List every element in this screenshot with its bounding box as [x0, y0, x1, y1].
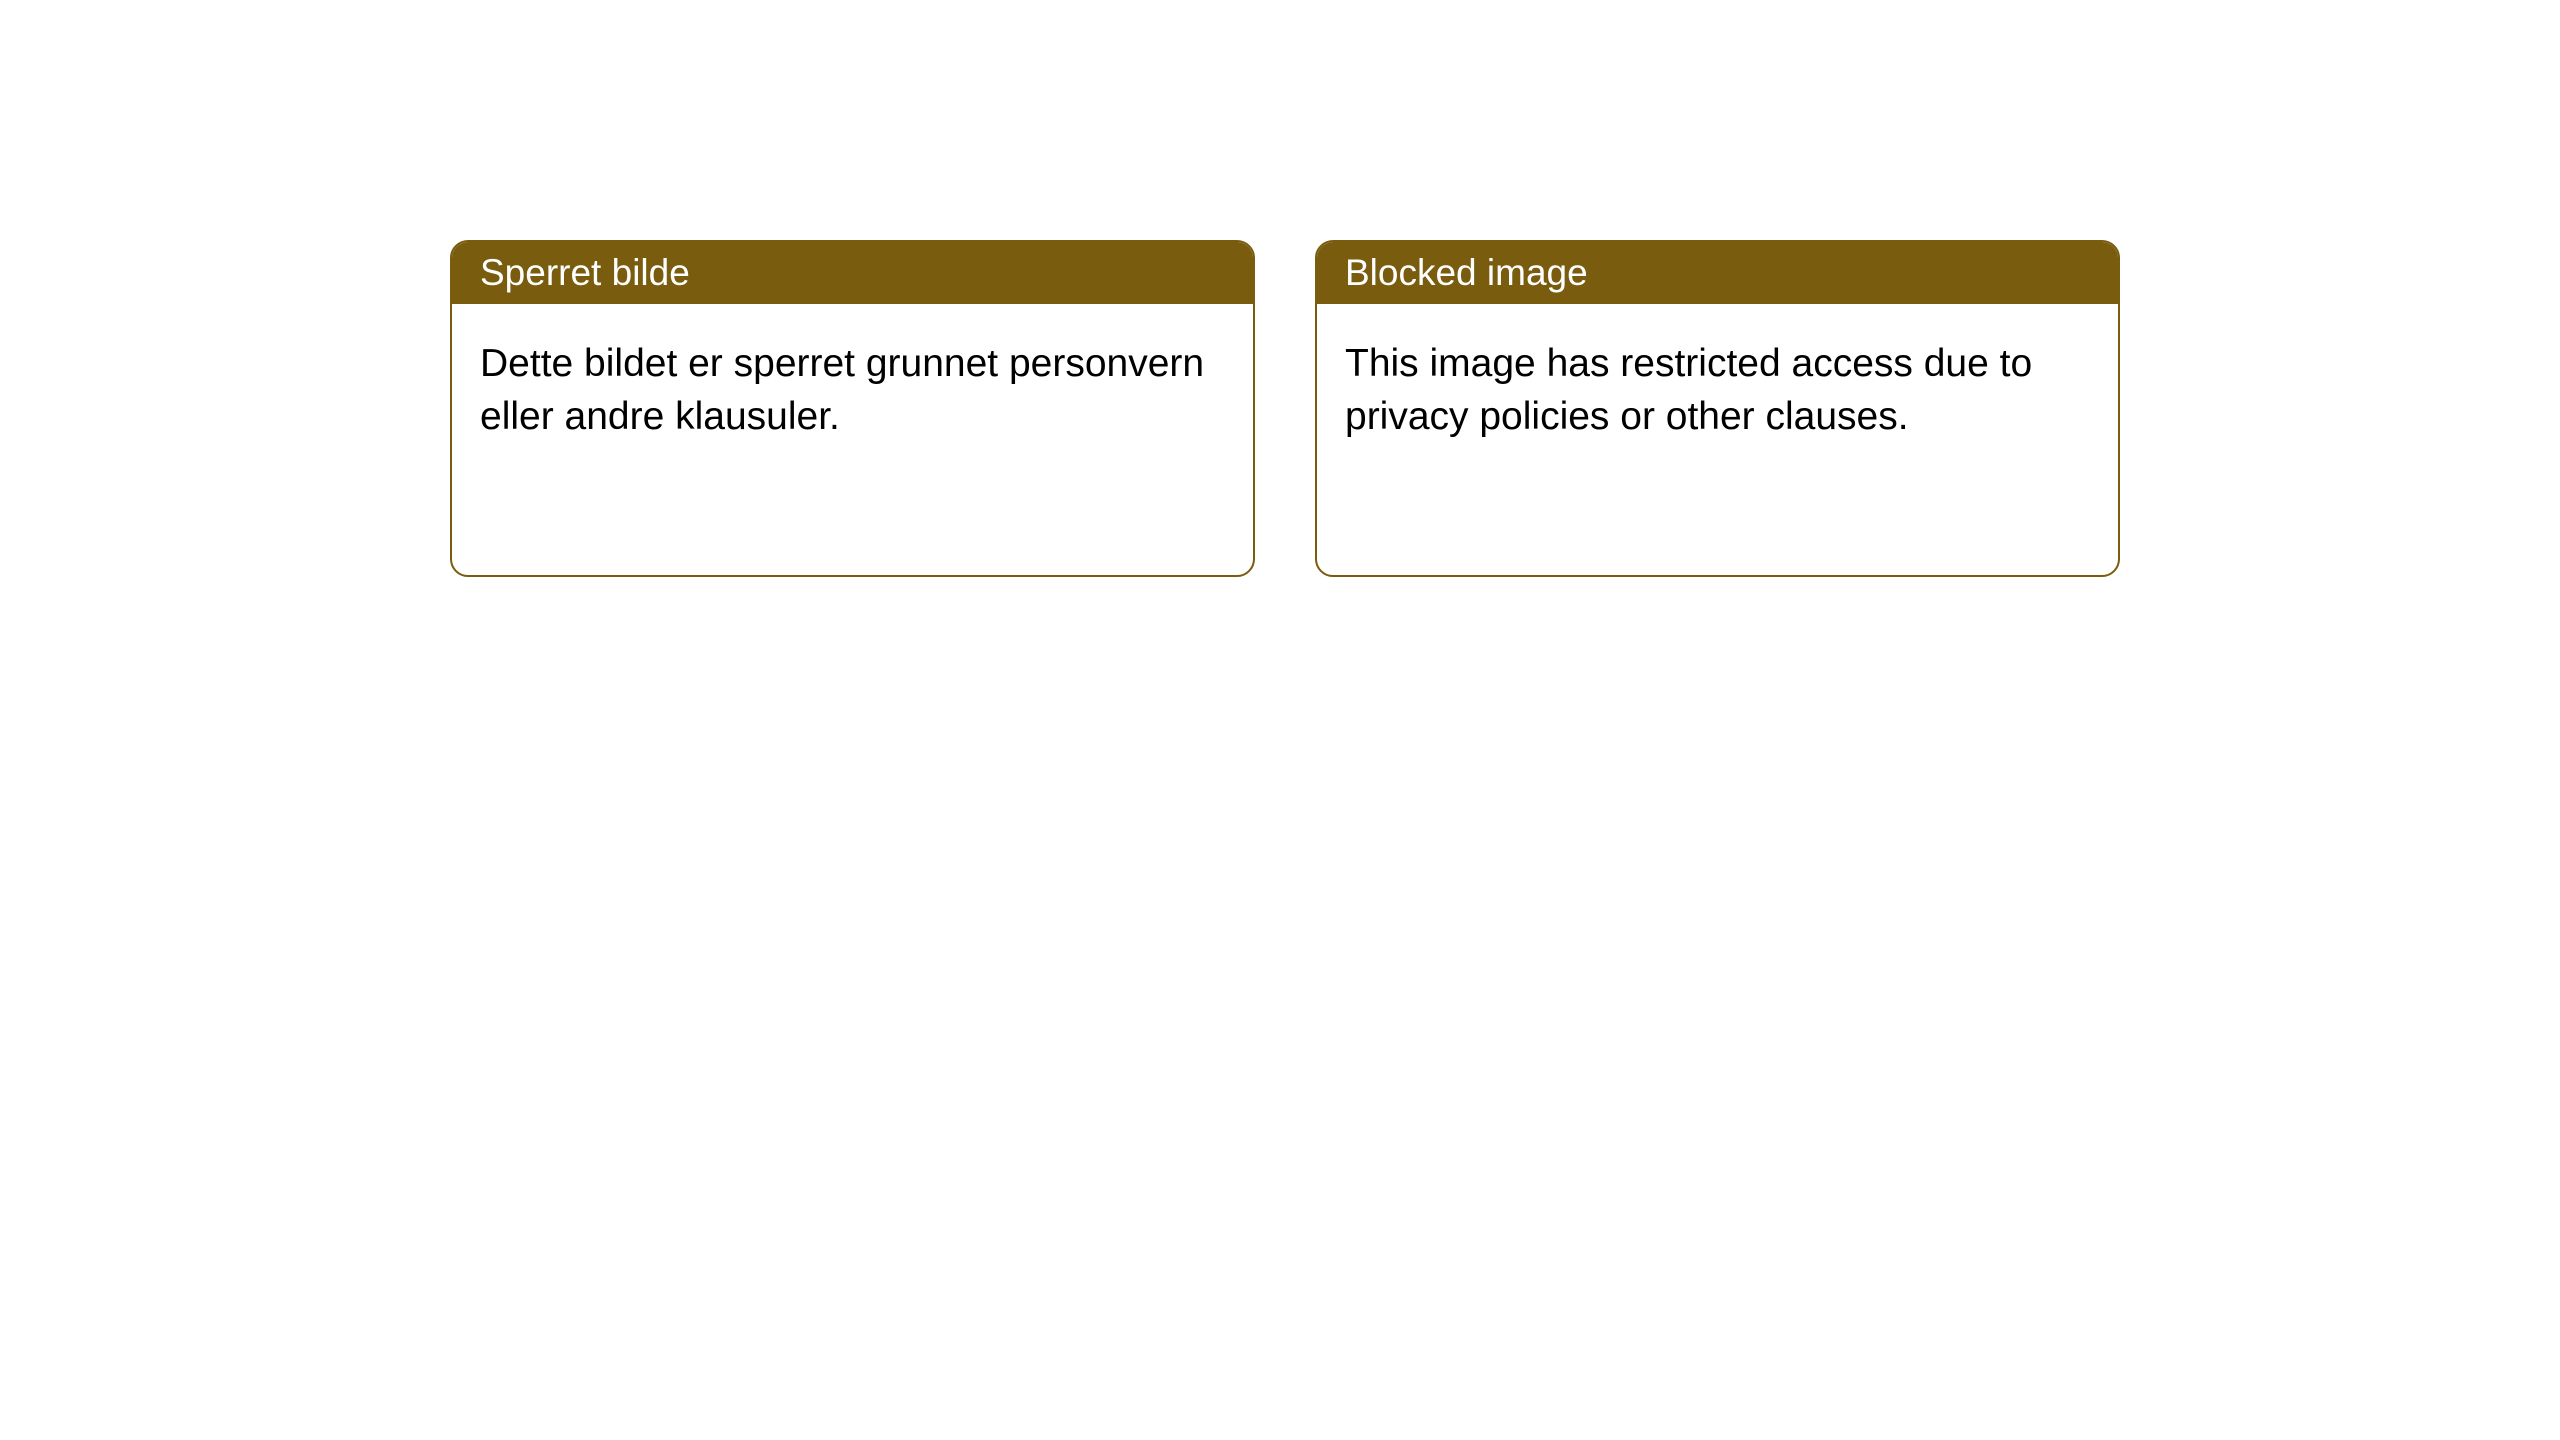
notice-container: Sperret bilde Dette bildet er sperret gr…	[0, 0, 2560, 577]
notice-card-en: Blocked image This image has restricted …	[1315, 240, 2120, 577]
card-body-text: Dette bildet er sperret grunnet personve…	[480, 342, 1204, 438]
notice-card-no: Sperret bilde Dette bildet er sperret gr…	[450, 240, 1255, 577]
card-body-text: This image has restricted access due to …	[1345, 342, 2032, 438]
card-title: Blocked image	[1345, 252, 1588, 293]
card-body: Dette bildet er sperret grunnet personve…	[452, 304, 1253, 477]
card-header: Sperret bilde	[452, 242, 1253, 304]
card-body: This image has restricted access due to …	[1317, 304, 2118, 477]
card-title: Sperret bilde	[480, 252, 690, 293]
card-header: Blocked image	[1317, 242, 2118, 304]
